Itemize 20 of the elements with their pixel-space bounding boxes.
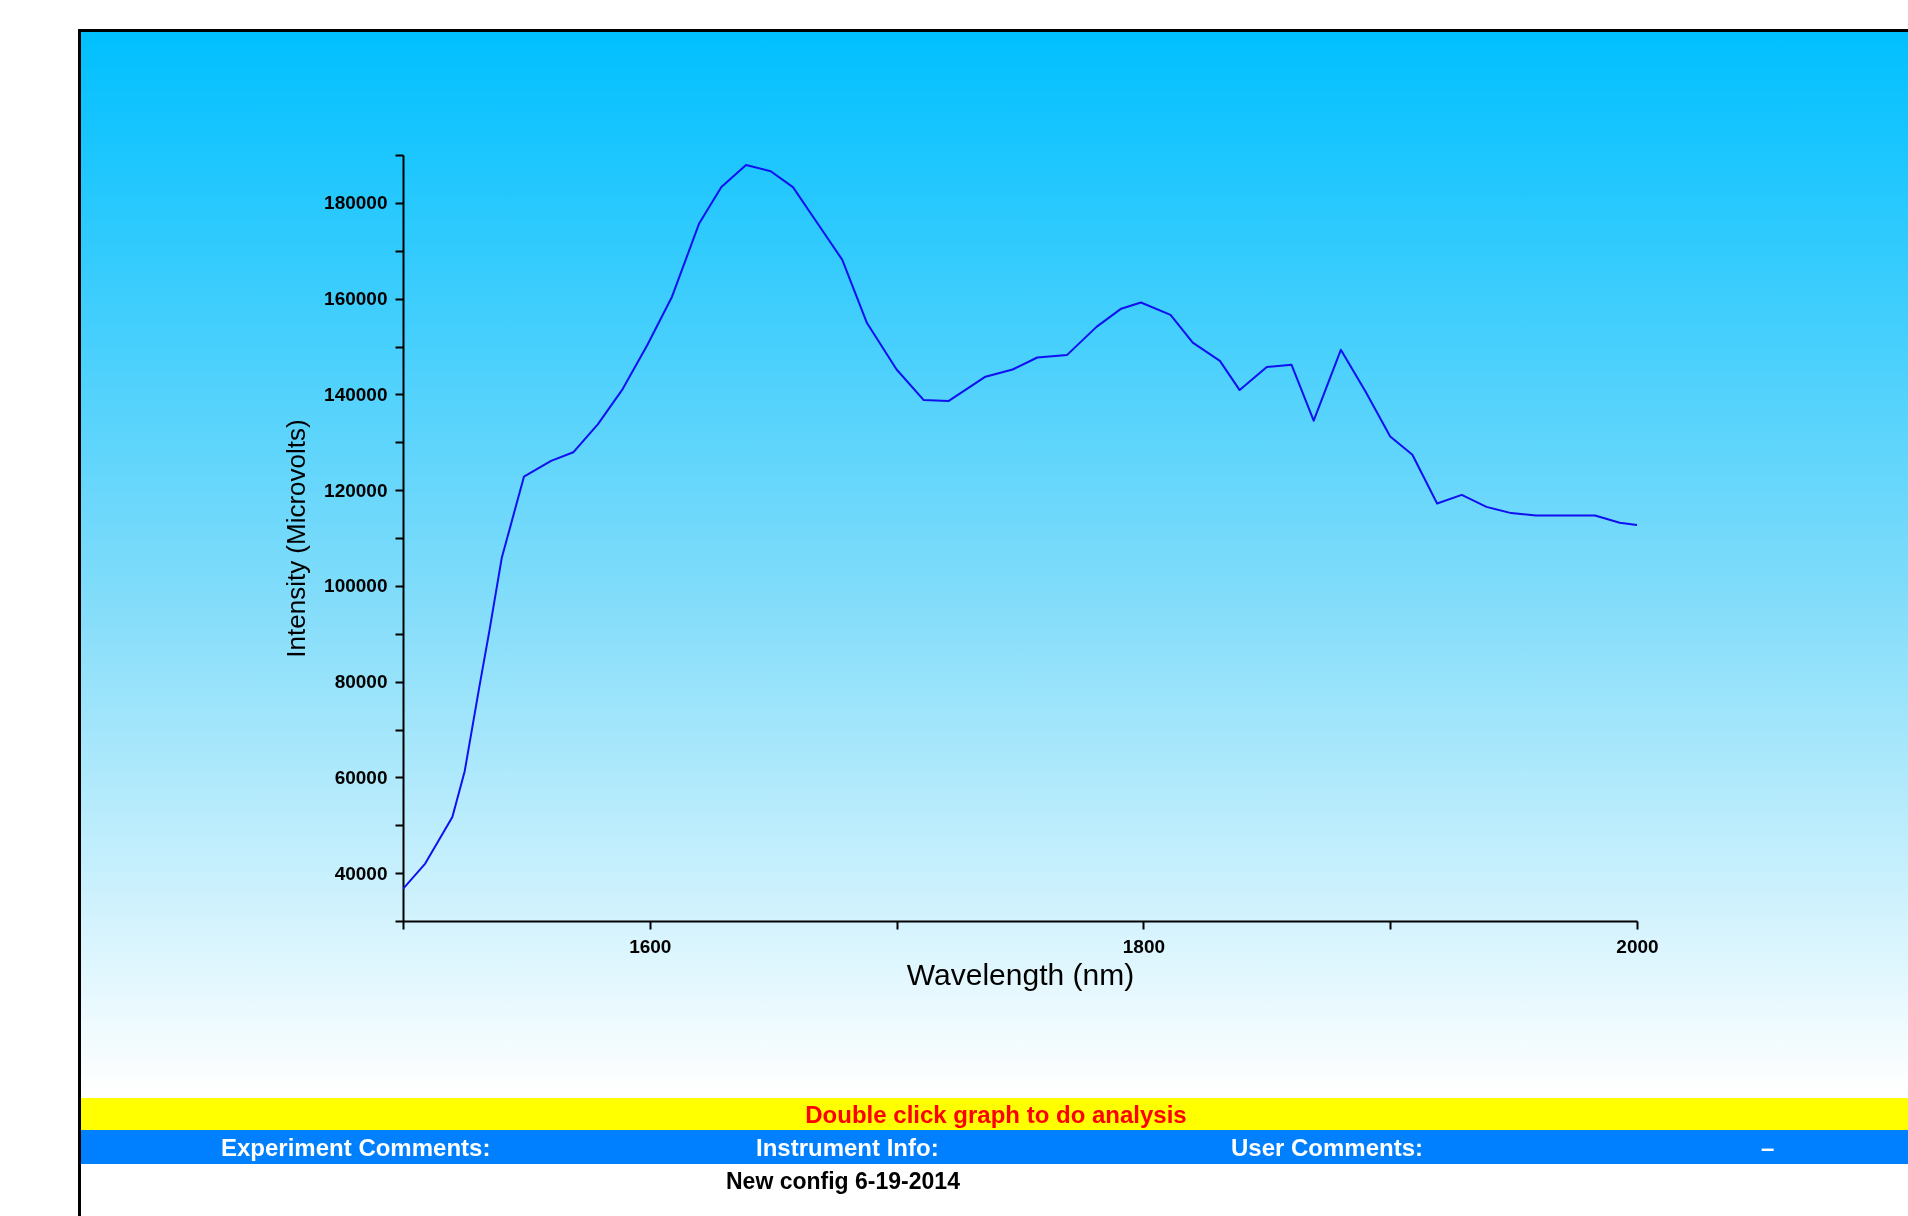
x-tick-label: 1600 — [629, 935, 672, 957]
y-tick-label: 140000 — [324, 383, 388, 405]
text: – — [1761, 1134, 1775, 1162]
y-tick-label: 60000 — [334, 766, 388, 788]
y-tick-label: 80000 — [334, 671, 388, 693]
text: New config 6-19-2014 — [726, 1168, 960, 1195]
text: Instrument Info: — [756, 1134, 939, 1162]
line-series — [403, 164, 1637, 890]
text: Double click graph to do analysis — [81, 1098, 1908, 1130]
y-tick-label: 100000 — [324, 575, 388, 597]
x-axis-title: Wavelength (nm) — [906, 957, 1135, 991]
y-tick-label: 40000 — [334, 862, 388, 884]
y-axis-title: Intensity (Microvolts) — [281, 419, 312, 658]
x-tick-label: 2000 — [1616, 935, 1659, 957]
y-tick-label: 180000 — [324, 192, 388, 214]
y-tick-label: 120000 — [324, 479, 388, 501]
text: Experiment Comments: — [221, 1134, 491, 1162]
y-tick-label: 160000 — [324, 288, 388, 310]
text: User Comments: — [1231, 1134, 1424, 1162]
x-tick-label: 1800 — [1122, 935, 1166, 957]
